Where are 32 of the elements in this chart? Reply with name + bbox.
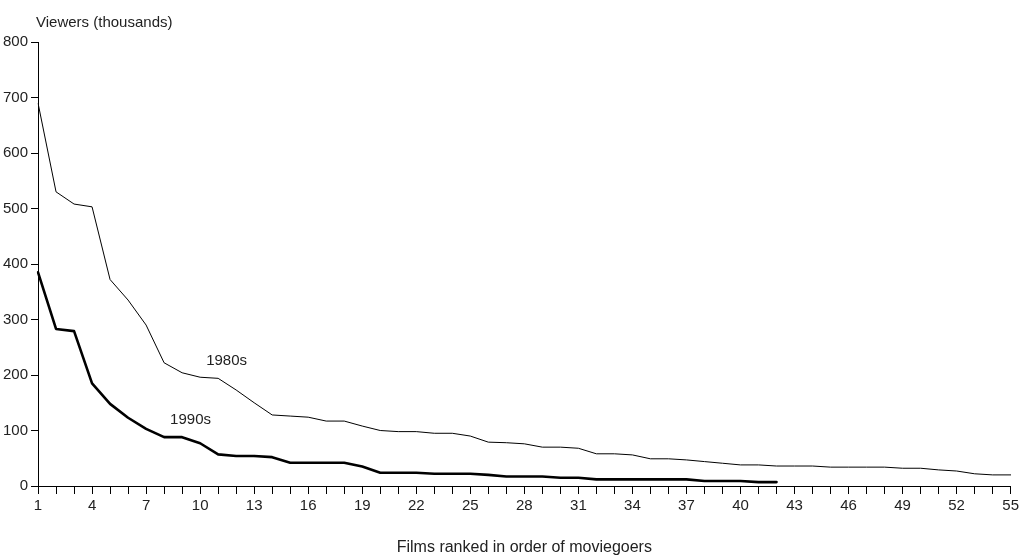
x-tick-label: 22: [407, 496, 425, 514]
y-tick-label: 600: [3, 143, 29, 161]
y-tick-label: 500: [3, 198, 29, 216]
y-tick-label: 400: [3, 254, 29, 272]
x-tick-label: 55: [1002, 496, 1019, 514]
x-tick-label: 25: [461, 496, 479, 514]
x-tick-label: 16: [299, 496, 317, 514]
x-tick-label: 43: [786, 496, 803, 514]
x-tick-label: 34: [624, 496, 641, 514]
x-tick-label: 10: [191, 496, 209, 514]
x-tick-label: 1: [33, 496, 43, 514]
x-tick-label: 4: [87, 496, 97, 514]
x-tick-label: 37: [678, 496, 695, 514]
x-tick-label: 49: [894, 496, 911, 514]
x-tick-label: 46: [840, 496, 857, 514]
x-tick-label: 52: [948, 496, 965, 514]
x-tick-label: 28: [516, 496, 533, 514]
x-tick-label: 31: [570, 496, 587, 514]
x-tick-label: 7: [141, 496, 151, 514]
x-axis-title: Films ranked in order of moviegoers: [396, 538, 652, 556]
y-tick-label: 700: [3, 87, 29, 105]
x-tick-label: 19: [353, 496, 371, 514]
series-label: 1980s: [206, 350, 248, 368]
y-axis-title: Viewers (thousands): [36, 12, 173, 30]
y-tick-label: 0: [19, 476, 29, 494]
x-tick-label: 13: [245, 496, 263, 514]
y-tick-label: 100: [3, 420, 29, 438]
y-tick-label: 200: [3, 365, 29, 383]
y-tick-label: 300: [3, 309, 29, 327]
x-tick-label: 40: [732, 496, 749, 514]
series-label: 1990s: [170, 409, 211, 427]
y-tick-label: 800: [3, 32, 29, 50]
